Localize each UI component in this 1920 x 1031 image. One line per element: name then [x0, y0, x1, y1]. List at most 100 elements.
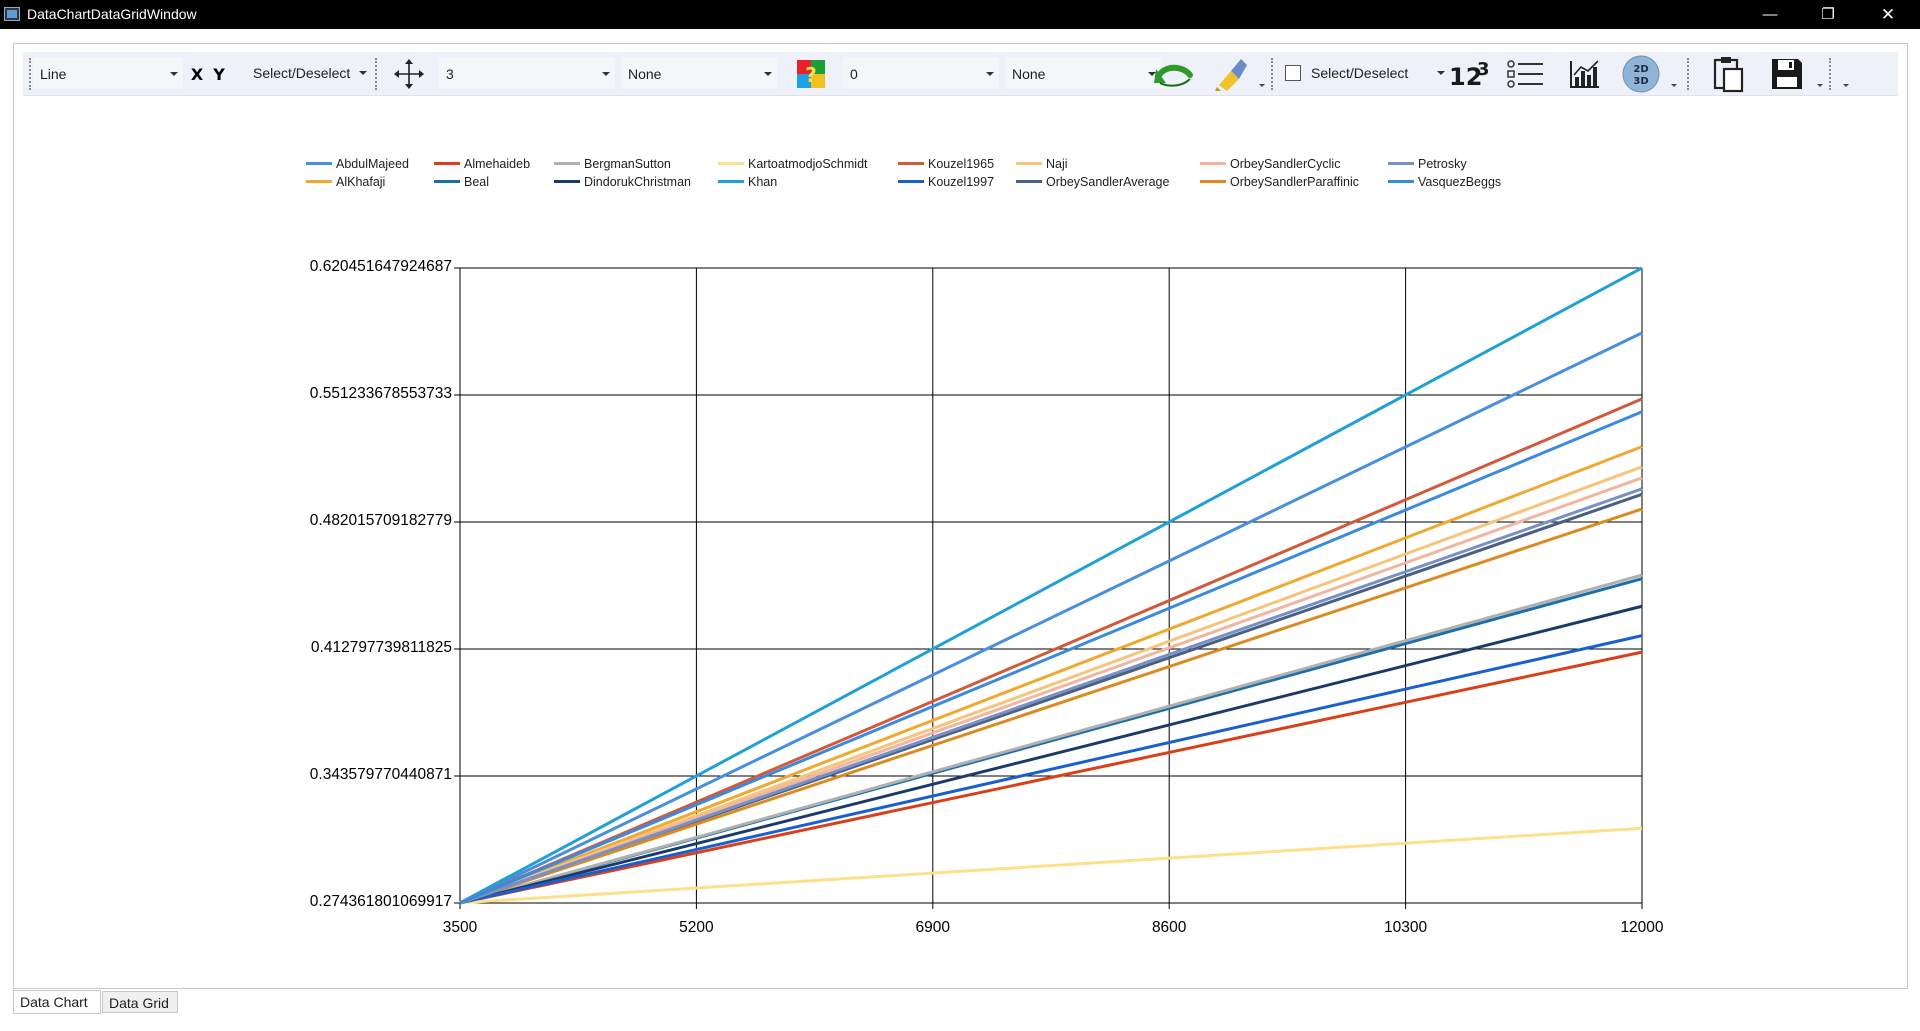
series-line-BergmanSutton[interactable]: [459, 573, 1643, 905]
series-line-Kouzel1997[interactable]: [459, 634, 1643, 905]
chart-icon[interactable]: [1563, 56, 1607, 92]
series-line-AlKhafaji[interactable]: [459, 445, 1643, 905]
svg-text:?: ?: [805, 63, 817, 87]
legend-item[interactable]: OrbeySandlerParaffinic: [1200, 174, 1359, 190]
series-line-AbdulMajeed[interactable]: [459, 331, 1643, 905]
legend-item[interactable]: Khan: [718, 174, 777, 190]
legend-label: Almehaideb: [464, 157, 531, 171]
chart-type-value: Line: [40, 66, 67, 82]
svg-text:12: 12: [1449, 63, 1482, 89]
legend-swatch: [1016, 162, 1042, 166]
minimize-button[interactable]: —: [1762, 6, 1778, 23]
legend-list-icon[interactable]: [1503, 56, 1549, 92]
x-axis-icon[interactable]: X: [187, 56, 207, 92]
x-tick-label: 8600: [1151, 919, 1187, 936]
legend-item[interactable]: Beal: [434, 174, 489, 190]
toolbar-grip[interactable]: [29, 58, 31, 90]
legend-item[interactable]: Kouzel1965: [898, 156, 994, 172]
toggle-2d-3d-icon[interactable]: 2D 3D: [1617, 55, 1665, 93]
legend-item[interactable]: OrbeySandlerCyclic: [1200, 156, 1340, 172]
series-line-KartoatmodjoSchmidt[interactable]: [459, 826, 1643, 905]
legend-swatch: [1200, 162, 1226, 166]
chart-type-combo[interactable]: Line: [33, 57, 183, 89]
legend-item[interactable]: DindorukChristman: [554, 174, 691, 190]
legend-item[interactable]: KartoatmodjoSchmidt: [718, 156, 868, 172]
legend-item[interactable]: VasquezBeggs: [1388, 174, 1501, 190]
view-dropdown-icon[interactable]: [1671, 84, 1677, 87]
series-line-OrbeySandlerParaffinic[interactable]: [459, 507, 1643, 905]
legend-swatch: [554, 162, 580, 166]
label-style-value: None: [1012, 66, 1046, 82]
y-tick-label: 0.343579770440871: [309, 766, 452, 783]
legend-item[interactable]: Naji: [1016, 156, 1068, 172]
legend-swatch: [898, 162, 924, 166]
move-axes-icon[interactable]: [389, 56, 429, 92]
series-line-OrbeySandlerCyclic[interactable]: [459, 476, 1643, 905]
label-3d: 3D: [1633, 76, 1648, 87]
select-deselect-axis-combo[interactable]: Select/Deselect: [247, 57, 371, 89]
legend-label: Khan: [748, 175, 778, 189]
legend-item[interactable]: Almehaideb: [434, 156, 530, 172]
legend-label: AlKhafaji: [336, 175, 386, 189]
clipboard-icon[interactable]: [1707, 56, 1751, 93]
toolbar-separator: [1687, 58, 1689, 90]
maximize-button[interactable]: ❐: [1821, 6, 1835, 23]
close-button[interactable]: ✕: [1880, 5, 1896, 24]
toolbar-separator: [1271, 58, 1273, 90]
tab-data-chart[interactable]: Data Chart: [13, 990, 101, 1014]
label-style-combo[interactable]: None: [1005, 57, 1161, 89]
legend-label: Kouzel1965: [928, 157, 995, 171]
series-line-VasquezBeggs[interactable]: [459, 410, 1643, 905]
series-line-Naji[interactable]: [459, 465, 1643, 905]
save-icon[interactable]: [1765, 56, 1809, 92]
tab-data-grid[interactable]: Data Grid: [102, 991, 178, 1013]
legend-item[interactable]: AlKhafaji: [306, 174, 385, 190]
svg-text:3: 3: [1477, 59, 1490, 80]
chevron-down-icon: [359, 71, 367, 75]
x-tick-label: 5200: [679, 919, 714, 936]
paint-brush-icon[interactable]: [1209, 56, 1253, 92]
color-help-icon[interactable]: ?: [791, 56, 831, 92]
legend-label: Naji: [1046, 157, 1068, 171]
legend-swatch: [718, 180, 744, 184]
series-line-Petrosky[interactable]: [459, 487, 1643, 905]
legend-swatch: [554, 180, 580, 184]
save-dropdown-icon[interactable]: [1817, 84, 1823, 87]
line-width-value: 3: [446, 66, 454, 82]
series-line-DindorukChristman[interactable]: [459, 604, 1643, 905]
legend-item[interactable]: Petrosky: [1388, 156, 1467, 172]
y-axis-icon[interactable]: Y: [209, 56, 229, 92]
chevron-down-icon: [602, 72, 610, 76]
chevron-down-icon: [1148, 72, 1156, 76]
numbers-123-icon[interactable]: 12 3: [1443, 56, 1497, 92]
x-tick-label: 3500: [442, 919, 478, 936]
legend-swatch: [1200, 180, 1226, 184]
value-combo[interactable]: 0: [843, 57, 999, 89]
toolbar-overflow-icon[interactable]: [1843, 84, 1849, 87]
series-line-Khan[interactable]: [459, 266, 1643, 905]
legend-item[interactable]: Kouzel1997: [898, 174, 994, 190]
paint-dropdown-icon[interactable]: [1259, 84, 1265, 87]
chevron-down-icon: [764, 72, 772, 76]
title-bar: DataChartDataGridWindow — ❐ ✕: [0, 0, 1920, 29]
legend-item[interactable]: BergmanSutton: [554, 156, 671, 172]
chevron-down-icon: [1437, 71, 1445, 75]
legend-label: OrbeySandlerAverage: [1046, 175, 1170, 189]
legend-swatch: [1016, 180, 1042, 184]
select-deselect-series-combo[interactable]: Select/Deselect: [1305, 57, 1449, 89]
legend-item[interactable]: OrbeySandlerAverage: [1016, 174, 1169, 190]
select-deselect-label: Select/Deselect: [253, 65, 351, 81]
series-line-Kouzel1965[interactable]: [459, 397, 1643, 905]
chart-legend: AbdulMajeed AlKhafaji Almehaideb Beal Bergma…: [306, 156, 1636, 196]
y-tick-label: 0.482015709182779: [309, 512, 452, 529]
line-width-combo[interactable]: 3: [439, 57, 615, 89]
select-deselect-checkbox[interactable]: [1285, 65, 1301, 81]
y-tick-label: 0.412797739811825: [310, 639, 452, 656]
x-tick-label: 12000: [1620, 919, 1664, 936]
series-line-Almehaideb[interactable]: [459, 650, 1643, 905]
legend-item[interactable]: AbdulMajeed: [306, 156, 409, 172]
x-tick-label: 10300: [1384, 919, 1428, 936]
undo-icon[interactable]: [1151, 56, 1197, 92]
legend-label: Beal: [464, 175, 490, 189]
marker-style-combo[interactable]: None: [621, 57, 777, 89]
